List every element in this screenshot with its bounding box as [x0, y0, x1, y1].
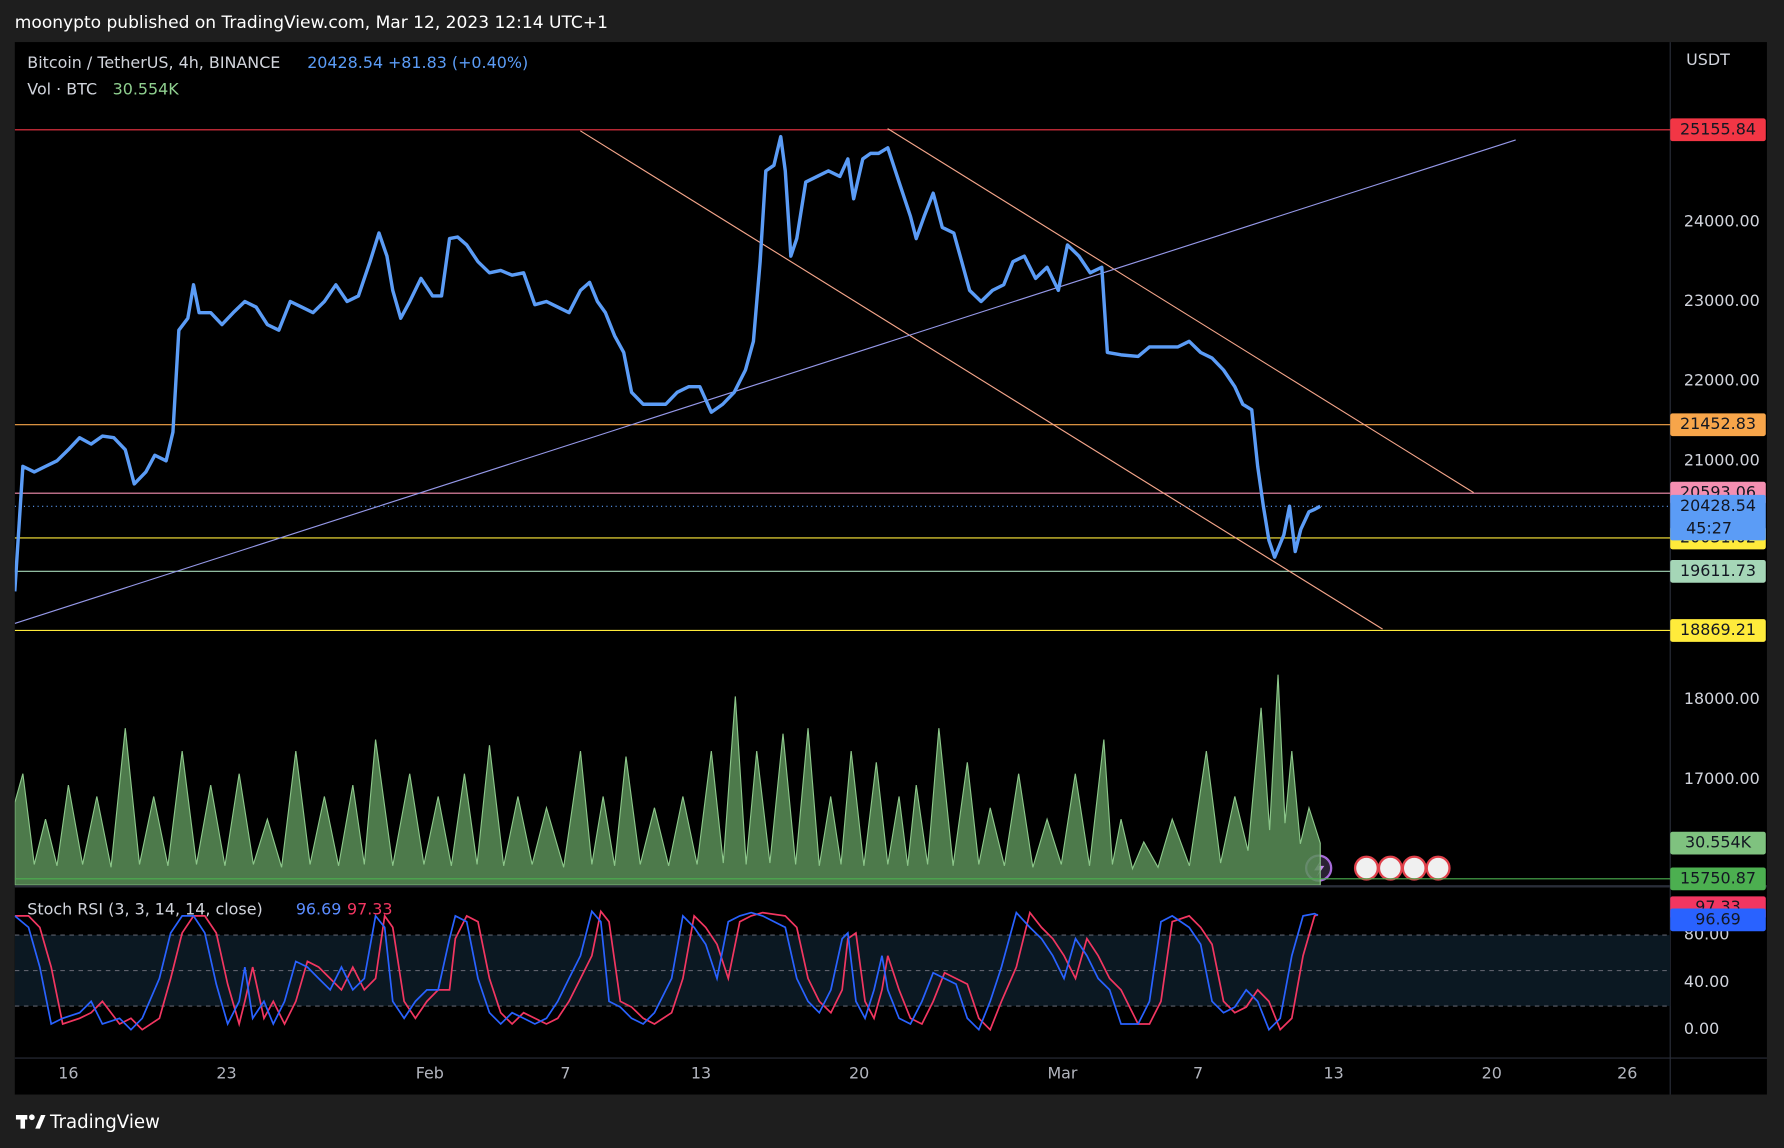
x-tick-label: Mar	[1047, 1064, 1077, 1083]
current-price-label: 20428.54	[1680, 496, 1756, 515]
legend-text: Stoch RSI (3, 3, 14, 14, close)	[27, 900, 262, 919]
stoch-line	[14, 909, 1319, 1032]
level-label: 15750.87	[1680, 868, 1756, 887]
x-tick-label: Feb	[416, 1064, 444, 1083]
legend-text: 96.69	[296, 900, 342, 919]
current-price-label-extra: 45:27	[1686, 519, 1732, 538]
level-label-box	[1670, 619, 1766, 642]
event-icon[interactable]	[1377, 855, 1403, 881]
brand: TradingView	[49, 1112, 160, 1133]
logo-part	[35, 1115, 46, 1129]
stoch-line	[14, 909, 1319, 1032]
level-label: 25155.84	[1680, 119, 1756, 138]
x-tick-label: 16	[58, 1064, 78, 1083]
legend-text: +81.83 (+0.40%)	[388, 53, 528, 72]
stoch-k-label-box	[1670, 908, 1766, 932]
level-label-box	[1670, 413, 1766, 437]
x-tick-label: 26	[1617, 1064, 1637, 1083]
y-tick-label: 21000.00	[1684, 450, 1760, 469]
event-icon[interactable]	[1401, 855, 1427, 881]
volume-label-box	[1670, 831, 1766, 855]
legend-text: Vol · BTC	[27, 79, 97, 98]
price-line	[14, 134, 1322, 592]
x-tick-label: 7	[1193, 1064, 1203, 1083]
level-label: 21452.83	[1680, 414, 1756, 433]
x-tick-label: 7	[560, 1064, 570, 1083]
chart-area	[14, 42, 1767, 1095]
y-tick-label: 18000.00	[1684, 689, 1760, 708]
price-pane	[14, 128, 1671, 886]
legend-text: 97.33	[347, 900, 393, 919]
trendline	[580, 130, 1383, 630]
y-tick-label: 23000.00	[1684, 291, 1760, 310]
tv-logo	[15, 1114, 46, 1129]
stoch-k-label: 96.69	[1695, 909, 1741, 928]
level-label-box	[1670, 118, 1766, 142]
x-tick-label: 23	[216, 1064, 236, 1083]
level-label: 18869.21	[1680, 620, 1756, 639]
event-icon[interactable]	[1425, 855, 1451, 881]
volume-area	[14, 674, 1321, 886]
logo-part	[20, 1115, 26, 1129]
volume-label: 30.554K	[1685, 833, 1752, 852]
current-price-label-box	[1670, 494, 1766, 541]
x-tick-label: 20	[849, 1064, 869, 1083]
y-tick-label: 22000.00	[1684, 371, 1760, 390]
logo-part	[29, 1114, 35, 1121]
level-label-box	[1670, 559, 1766, 583]
x-tick-label: 13	[1323, 1064, 1343, 1083]
y-tick-label: 17000.00	[1684, 769, 1760, 788]
y-tick-label: 0.00	[1684, 1019, 1719, 1038]
y-tick-label: 24000.00	[1684, 211, 1760, 230]
event-icon[interactable]	[1353, 855, 1379, 881]
x-tick-label: 20	[1482, 1064, 1502, 1083]
level-label: 19611.73	[1680, 561, 1756, 580]
y-tick-label: 40.00	[1684, 972, 1730, 991]
legend-text: 30.554K	[113, 79, 180, 98]
trendline	[887, 128, 1474, 494]
axis-unit: USDT	[1686, 50, 1730, 69]
trendline	[14, 139, 1516, 625]
level-label-box	[1670, 867, 1766, 891]
x-tick-label: 13	[691, 1064, 711, 1083]
stoch-pane	[14, 909, 1671, 1032]
legend-text: 20428.54	[307, 53, 383, 72]
legend-text: Bitcoin / TetherUS, 4h, BINANCE	[27, 53, 280, 72]
publisher: moonypto published on TradingView.com, M…	[15, 13, 608, 33]
